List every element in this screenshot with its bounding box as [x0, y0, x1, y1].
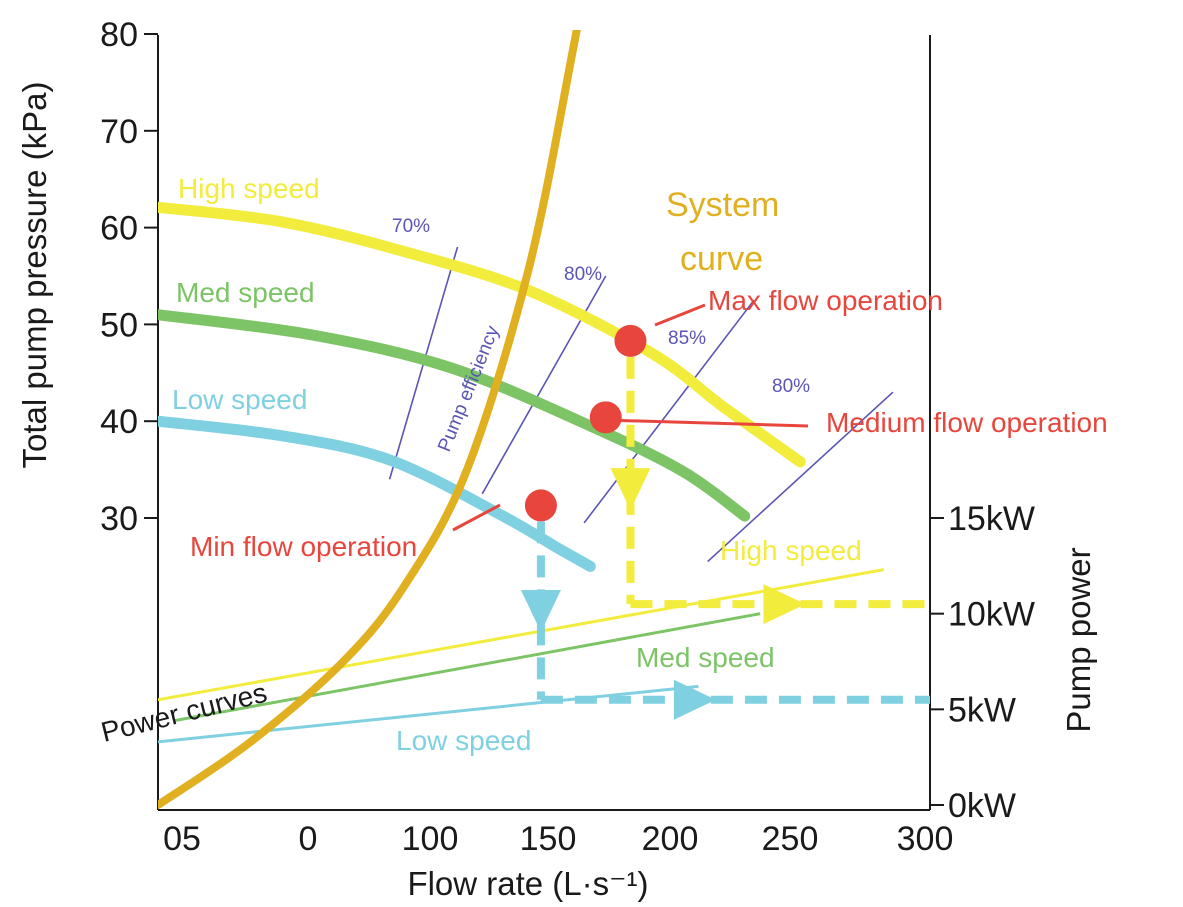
axes: 30 40 50 60 70 80 0kW 5kW 10kW 15kW 05 0 100 150 200 25… [16, 16, 1097, 902]
labels: Max flow operation Medium flow operation M… [98, 173, 1108, 756]
operation-leader-line [602, 418, 809, 428]
operation-leader-line [654, 303, 706, 327]
readout-arrow-down-high [610, 468, 651, 511]
power-curve-low [158, 684, 699, 744]
x-tick-label: 250 [762, 820, 819, 858]
operating-point [524, 489, 557, 522]
power-curve-high [158, 568, 884, 702]
y-tick-label: 80 [100, 16, 138, 54]
x-tick-label: 05 [163, 820, 201, 858]
efficiency-line [583, 299, 755, 524]
operation-label: Min flow operation [190, 531, 417, 562]
x-tick-label: 100 [402, 820, 459, 858]
system-curve-label: System [666, 186, 779, 224]
efficiency-label: 85% [668, 328, 706, 349]
system-curve-label: curve [680, 240, 763, 278]
x-tick-label: 150 [520, 820, 577, 858]
power-curve-label: Low speed [396, 725, 531, 756]
x-tick-label: 0 [299, 820, 318, 858]
operating-point [614, 324, 647, 357]
y-tick-label: 50 [100, 306, 138, 344]
y-tick-label: 40 [100, 403, 138, 441]
x-tick-label: 300 [897, 820, 954, 858]
efficiency-label: 80% [564, 264, 602, 285]
pump-curve-label: Low speed [172, 384, 307, 415]
power-curves-label: Power curves [98, 677, 270, 748]
readout-arrow-right-low [673, 679, 716, 720]
power-curve-label: Med speed [636, 642, 775, 673]
pump-curve-label: High speed [178, 173, 320, 204]
power-curve-label: High speed [720, 535, 862, 566]
pump-curve-low [158, 415, 596, 572]
readout-arrow-down-low [520, 589, 561, 632]
efficiency-label: 80% [772, 376, 810, 397]
y-tick-label: 60 [100, 210, 138, 248]
y2-tick-label: 15kW [948, 500, 1035, 538]
y2-axis-title: Pump power [1060, 547, 1097, 732]
efficiency-label: 70% [392, 216, 430, 237]
operation-label: Medium flow operation [826, 407, 1108, 438]
y2-tick-label: 5kW [948, 691, 1016, 729]
x-axis-title: Flow rate (L·s⁻¹) [407, 865, 648, 902]
pump-curve-label: Med speed [176, 277, 315, 308]
power-curve-med [173, 612, 761, 723]
y-tick-label: 70 [100, 113, 138, 151]
pump-curve-high [158, 201, 806, 468]
operation-leader-line [452, 503, 501, 532]
operating-point [589, 401, 622, 434]
operation-label: Max flow operation [708, 285, 943, 316]
readout-arrow-right-high [763, 584, 806, 625]
system-curve [158, 30, 581, 809]
y-tick-label: 30 [100, 500, 138, 538]
curves [158, 30, 894, 809]
y2-tick-label: 0kW [948, 787, 1016, 825]
x-tick-label: 200 [642, 820, 699, 858]
y-axis-title: Total pump pressure (kPa) [16, 82, 53, 469]
y2-tick-label: 10kW [948, 596, 1035, 634]
annotations [452, 303, 930, 720]
efficiency-line [707, 391, 894, 563]
